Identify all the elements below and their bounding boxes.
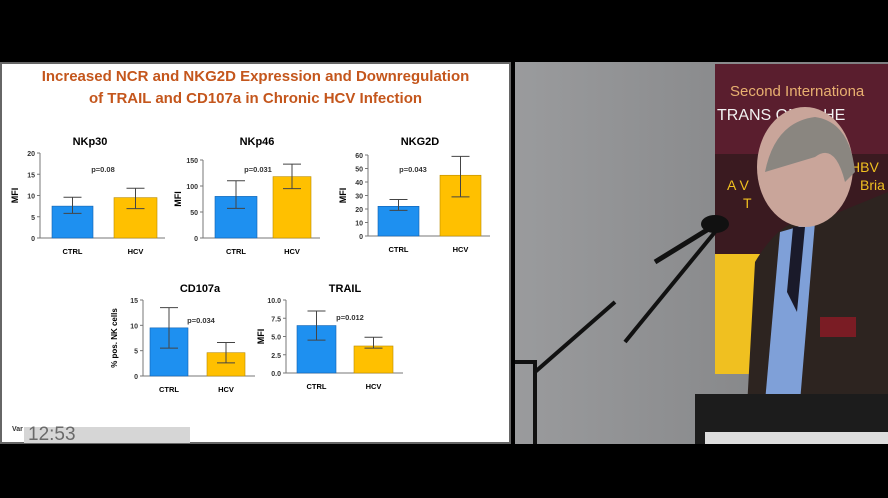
chart-title: NKG2D xyxy=(401,136,440,148)
y-tick-label: 15 xyxy=(130,298,138,305)
y-axis-label: MFI xyxy=(10,188,20,204)
p-value-annotation: p=0.012 xyxy=(336,313,364,322)
y-tick-label: 20 xyxy=(355,207,363,214)
y-tick-label: 15 xyxy=(27,172,35,179)
p-value-annotation: p=0.034 xyxy=(187,316,216,325)
banner-fragment: T xyxy=(743,195,752,211)
timestamp-bar xyxy=(24,427,190,443)
p-value-annotation: p=0.08 xyxy=(91,165,115,174)
slide-title-line-2: of TRAIL and CD107a in Chronic HCV Infec… xyxy=(88,90,423,107)
speaker-shirt xyxy=(765,222,815,402)
chart-title: NKp30 xyxy=(73,136,108,148)
y-tick-label: 30 xyxy=(355,194,363,201)
y-tick-label: 10 xyxy=(27,194,35,201)
y-tick-label: 7.5 xyxy=(271,316,281,323)
bar-hcv xyxy=(353,345,394,374)
y-tick-label: 10 xyxy=(130,323,138,330)
bar-ctrl xyxy=(377,206,420,237)
x-tick-label: CTRL xyxy=(159,385,179,394)
x-tick-label: HCV xyxy=(453,245,469,254)
y-tick-label: 2.5 xyxy=(271,353,281,360)
banner-fragment: Bria xyxy=(860,177,885,193)
y-axis-label: MFI xyxy=(256,329,266,345)
y-tick-label: 20 xyxy=(27,151,35,158)
microphone-icon xyxy=(701,215,729,233)
y-tick-label: 50 xyxy=(190,210,198,217)
y-tick-label: 10 xyxy=(355,221,363,228)
y-tick-label: 0.0 xyxy=(271,371,281,378)
x-tick-label: HCV xyxy=(284,247,300,256)
y-axis-label: MFI xyxy=(173,191,183,207)
y-tick-label: 5.0 xyxy=(271,335,281,342)
chart-title: TRAIL xyxy=(329,283,362,295)
y-tick-label: 150 xyxy=(186,158,198,165)
x-tick-label: CTRL xyxy=(63,247,83,256)
y-tick-label: 60 xyxy=(355,153,363,160)
y-tick-label: 40 xyxy=(355,180,363,187)
y-tick-label: 100 xyxy=(186,184,198,191)
p-value-annotation: p=0.031 xyxy=(244,165,272,174)
y-axis-label: % pos. NK cells xyxy=(110,308,119,368)
y-tick-label: 10.0 xyxy=(267,298,281,305)
slide-title-line-1: Increased NCR and NKG2D Expression and D… xyxy=(41,68,470,85)
y-tick-label: 0 xyxy=(359,234,363,241)
chart-title: CD107a xyxy=(180,283,221,295)
y-tick-label: 5 xyxy=(31,215,35,222)
banner-fragment: A V xyxy=(727,177,749,193)
chart-title: NKp46 xyxy=(240,136,275,148)
x-tick-label: CTRL xyxy=(307,382,327,391)
y-tick-label: 0 xyxy=(31,236,35,243)
x-tick-label: HCV xyxy=(128,247,144,256)
name-badge xyxy=(820,317,856,337)
microphone-stand xyxy=(623,230,717,344)
y-tick-label: 0 xyxy=(134,374,138,381)
x-tick-label: CTRL xyxy=(226,247,246,256)
speaker-video: Second Internationa TRANS ONAL HE HBV A … xyxy=(515,62,888,444)
x-tick-label: HCV xyxy=(366,382,382,391)
banner-fragment: HBV xyxy=(850,159,879,175)
y-tick-label: 50 xyxy=(355,167,363,174)
y-tick-label: 0 xyxy=(194,236,198,243)
x-tick-label: HCV xyxy=(218,385,234,394)
footer-fragment: Var xyxy=(12,426,23,433)
x-tick-label: CTRL xyxy=(389,245,409,254)
video-timestamp: 12:53 xyxy=(28,424,76,445)
y-axis-label: MFI xyxy=(338,188,348,204)
speaker-scene: Second Internationa TRANS ONAL HE HBV A … xyxy=(515,62,888,444)
y-tick-label: 5 xyxy=(134,349,138,356)
speaker-tie xyxy=(787,227,805,312)
presentation-slide xyxy=(0,62,511,444)
p-value-annotation: p=0.043 xyxy=(399,165,427,174)
banner-line-1: Second Internationa xyxy=(730,83,865,100)
